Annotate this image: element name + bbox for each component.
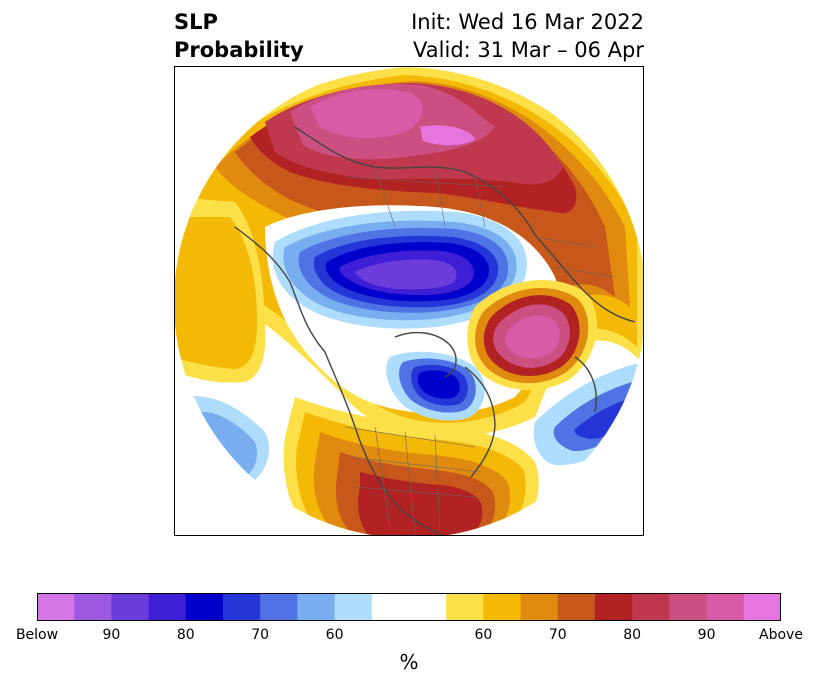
colorbar-tick-label: 90 [102, 627, 121, 643]
colorbar-swatch [483, 593, 522, 621]
colorbar-swatch [185, 593, 224, 621]
colorbar-swatch [743, 593, 781, 621]
title-left: SLP Probability [174, 8, 304, 64]
colorbar-swatches [37, 593, 781, 621]
colorbar-tick-label: 80 [176, 627, 195, 643]
colorbar-swatch [706, 593, 745, 621]
colorbar-swatch [557, 593, 596, 621]
colorbar-tick-label: 60 [474, 627, 493, 643]
colorbar-swatch [595, 593, 633, 621]
colorbar-swatch [520, 593, 559, 621]
colorbar-swatch [632, 593, 670, 621]
title-variable: SLP [174, 10, 218, 34]
coastlines [234, 126, 636, 535]
valid-range: Valid: 31 Mar – 06 Apr [413, 38, 644, 62]
colorbar-swatch [260, 593, 298, 621]
title-right: Init: Wed 16 Mar 2022 Valid: 31 Mar – 06… [411, 8, 644, 64]
colorbar-swatch [409, 593, 447, 621]
colorbar-tick-label: 80 [623, 627, 642, 643]
colorbar-swatch [111, 593, 150, 621]
map-panel [174, 66, 644, 536]
above-95-eurasia [310, 89, 423, 139]
above-95-atlantic [505, 315, 560, 359]
colorbar-swatch [446, 593, 484, 621]
colorbar-unit-label: % [399, 650, 419, 674]
below-90-arctic [355, 259, 457, 290]
colorbar-swatch [334, 593, 373, 621]
colorbar [37, 593, 781, 621]
below-85-hudson [417, 370, 460, 399]
above-95-eurasia-core [420, 125, 475, 146]
colorbar-tick-label: 90 [697, 627, 716, 643]
colorbar-tick-label: Above [759, 627, 803, 643]
colorbar-swatch [669, 593, 708, 621]
probability-map [175, 67, 643, 535]
colorbar-swatch [223, 593, 261, 621]
colorbar-tick-label: Below [15, 627, 59, 643]
title-product: Probability [174, 38, 304, 62]
colorbar-tick-label: 70 [548, 627, 567, 643]
colorbar-tick-label: 70 [251, 627, 270, 643]
init-date: Init: Wed 16 Mar 2022 [411, 10, 644, 34]
pacific-above-65 [175, 217, 257, 369]
colorbar-border [37, 593, 781, 621]
colorbar-swatch [74, 593, 112, 621]
colorbar-tick-label: 60 [325, 627, 344, 643]
colorbar-swatch [297, 593, 336, 621]
colorbar-swatch [371, 593, 410, 621]
colorbar-swatch [148, 593, 187, 621]
colorbar-swatch [37, 593, 75, 621]
borders [344, 166, 616, 533]
